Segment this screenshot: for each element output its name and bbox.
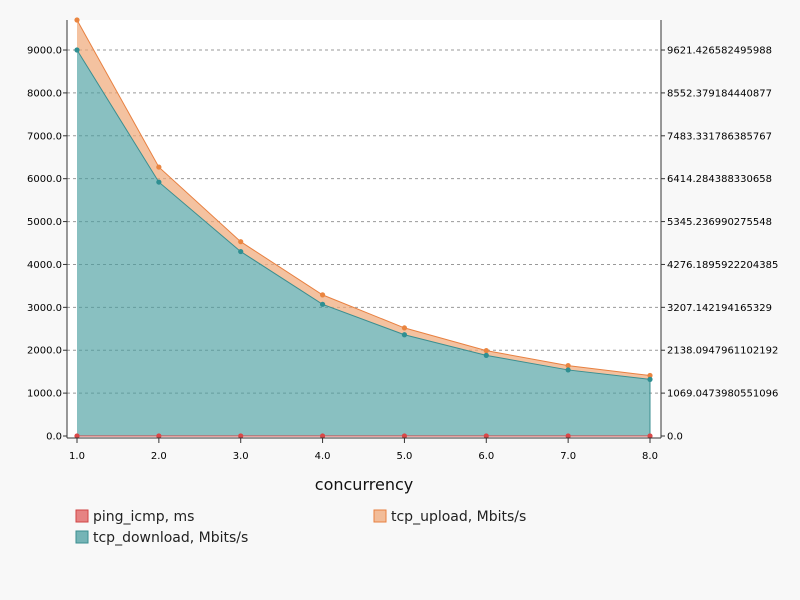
data-point-tcp-download [401,332,408,338]
left-tick-label: 1000.0 [27,389,62,400]
right-tick-label: 7483.331786385767 [667,131,772,142]
data-point-tcp-download [483,352,489,358]
x-tick-label: 6.0 [478,451,494,462]
left-axis-ticks: 0.0 1000.0 2000.0 3000.0 4000.0 5000.0 6000.0 7… [27,46,67,443]
line-tcp-download [76,49,651,380]
left-tick-label: 5000.0 [27,217,62,228]
legend-label: tcp_upload, Mbits/s [391,509,526,525]
legend-swatch [373,509,387,523]
data-point-ping-icmp [156,433,162,439]
data-point-tcp-download [647,376,653,382]
data-point-tcp-upload [483,348,489,354]
x-tick-label: 5.0 [396,451,412,462]
left-tick-label: 4000.0 [27,260,62,271]
area-tcp-download [77,50,650,436]
data-point-tcp-download [74,47,80,53]
data-point-ping-icmp [401,433,408,439]
left-tick-label: 7000.0 [27,131,62,142]
data-point-ping-icmp [238,433,244,439]
data-point-tcp-upload [238,239,244,245]
left-tick-label: 6000.0 [27,174,62,185]
right-tick-label: 0.0 [667,432,683,443]
data-point-tcp-upload [156,164,162,170]
x-tick-label: 3.0 [233,451,249,462]
right-tick-label: 2138.0947961102192 [667,346,778,357]
data-point-ping-icmp [647,433,653,439]
left-tick-label: 9000.0 [27,46,62,57]
x-tick-label: 7.0 [560,451,576,462]
legend-label: tcp_download, Mbits/s [93,530,248,546]
left-tick-label: 0.0 [46,432,62,443]
left-tick-label: 8000.0 [27,88,62,99]
x-tick-label: 8.0 [642,451,658,462]
data-point-tcp-download [565,367,571,373]
data-point-ping-icmp [565,433,571,439]
data-point-tcp-upload [74,17,80,23]
x-axis-ticks: 1.0 2.0 3.0 4.0 5.0 6.0 7.0 8.0 [69,438,658,462]
data-point-ping-icmp [319,433,326,439]
data-points [74,17,653,439]
left-tick-label: 2000.0 [27,346,62,357]
x-axis-label: concurrency [315,475,413,494]
legend-swatch [75,509,89,523]
data-point-tcp-upload [319,292,326,298]
x-tick-label: 2.0 [151,451,167,462]
right-tick-label: 6414.284388330658 [667,174,772,185]
x-tick-label: 4.0 [315,451,331,462]
right-tick-label: 8552.379184440877 [667,88,772,99]
data-point-tcp-upload [647,372,653,379]
left-tick-label: 3000.0 [27,303,62,314]
right-axis-ticks: 0.0 1069.0473980551096 2138.0947961102192 3… [661,46,778,443]
line-tcp-upload [76,19,651,377]
data-point-ping-icmp [74,433,80,439]
right-tick-label: 4276.1895922204385 [667,260,778,271]
legend-swatch [75,530,89,544]
data-point-ping-icmp [483,433,489,439]
data-point-tcp-download [319,301,326,307]
data-point-tcp-download [238,248,244,255]
right-tick-label: 9621.426582495988 [667,46,772,57]
data-point-tcp-upload [401,325,408,331]
right-tick-label: 1069.0473980551096 [667,389,778,400]
x-tick-label: 1.0 [69,451,85,462]
right-tick-label: 3207.142194165329 [667,303,772,314]
data-point-tcp-download [156,179,162,185]
legend: ping_icmp, ms tcp_download, Mbits/s tcp_up… [75,509,526,546]
data-point-tcp-upload [565,363,571,369]
legend-label: ping_icmp, ms [93,509,194,525]
right-tick-label: 5345.236990275548 [667,217,772,228]
area-fills [76,19,651,437]
area-tcp-upload [77,19,650,380]
